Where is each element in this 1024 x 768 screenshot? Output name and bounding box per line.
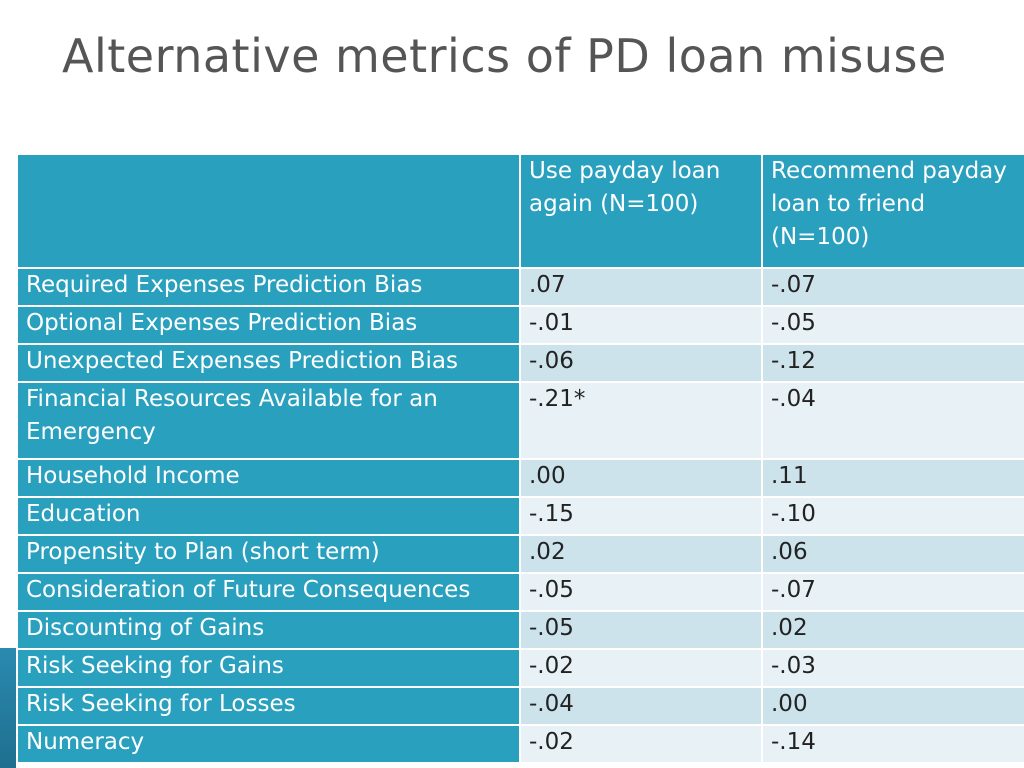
- row-label: Propensity to Plan (short term): [16, 534, 521, 574]
- slide-title: Alternative metrics of PD loan misuse: [62, 29, 947, 83]
- table-row: Unexpected Expenses Prediction Bias -.06…: [16, 343, 1024, 383]
- row-label: Optional Expenses Prediction Bias: [16, 305, 521, 345]
- table-row: Consideration of Future Consequences -.0…: [16, 572, 1024, 612]
- row-label: Risk Seeking for Gains: [16, 648, 521, 688]
- cell-use-again: -.05: [519, 610, 763, 650]
- cell-use-again: .00: [519, 458, 763, 498]
- table-row: Household Income .00 .11: [16, 458, 1024, 498]
- row-label: Unexpected Expenses Prediction Bias: [16, 343, 521, 383]
- table-row: Required Expenses Prediction Bias .07 -.…: [16, 267, 1024, 307]
- row-label: Financial Resources Available for an Eme…: [16, 381, 521, 460]
- row-label: Required Expenses Prediction Bias: [16, 267, 521, 307]
- cell-recommend: -.04: [761, 381, 1024, 460]
- row-label: Consideration of Future Consequences: [16, 572, 521, 612]
- table-row: Optional Expenses Prediction Bias -.01 -…: [16, 305, 1024, 345]
- table-row: Numeracy -.02 -.14: [16, 724, 1024, 764]
- cell-recommend: -.12: [761, 343, 1024, 383]
- row-label: Education: [16, 496, 521, 536]
- cell-use-again: -.04: [519, 686, 763, 726]
- header-recommend: Recommend payday loan to friend (N=100): [761, 153, 1024, 269]
- decorative-accent-bar: [0, 648, 16, 768]
- row-label: Discounting of Gains: [16, 610, 521, 650]
- cell-recommend: -.07: [761, 572, 1024, 612]
- table-row: Risk Seeking for Losses -.04 .00: [16, 686, 1024, 726]
- cell-recommend: -.10: [761, 496, 1024, 536]
- cell-use-again: -.06: [519, 343, 763, 383]
- header-blank-cell: [16, 153, 521, 269]
- table-row: Risk Seeking for Gains -.02 -.03: [16, 648, 1024, 688]
- cell-use-again: -.05: [519, 572, 763, 612]
- cell-recommend: -.05: [761, 305, 1024, 345]
- cell-recommend: -.14: [761, 724, 1024, 764]
- table-row: Education -.15 -.10: [16, 496, 1024, 536]
- table-header-row: Use payday loan again (N=100) Recommend …: [16, 153, 1024, 269]
- cell-recommend: .06: [761, 534, 1024, 574]
- row-label: Household Income: [16, 458, 521, 498]
- row-label: Risk Seeking for Losses: [16, 686, 521, 726]
- cell-recommend: .11: [761, 458, 1024, 498]
- cell-use-again: -.01: [519, 305, 763, 345]
- cell-recommend: -.03: [761, 648, 1024, 688]
- header-use-again: Use payday loan again (N=100): [519, 153, 763, 269]
- row-label: Numeracy: [16, 724, 521, 764]
- cell-use-again: .07: [519, 267, 763, 307]
- cell-recommend: .00: [761, 686, 1024, 726]
- cell-use-again: -.15: [519, 496, 763, 536]
- cell-recommend: -.07: [761, 267, 1024, 307]
- correlation-table: Use payday loan again (N=100) Recommend …: [16, 153, 1024, 764]
- table-row: Financial Resources Available for an Eme…: [16, 381, 1024, 460]
- cell-use-again: .02: [519, 534, 763, 574]
- cell-use-again: -.02: [519, 648, 763, 688]
- cell-use-again: -.02: [519, 724, 763, 764]
- cell-recommend: .02: [761, 610, 1024, 650]
- table-row: Propensity to Plan (short term) .02 .06: [16, 534, 1024, 574]
- table-row: Discounting of Gains -.05 .02: [16, 610, 1024, 650]
- cell-use-again: -.21*: [519, 381, 763, 460]
